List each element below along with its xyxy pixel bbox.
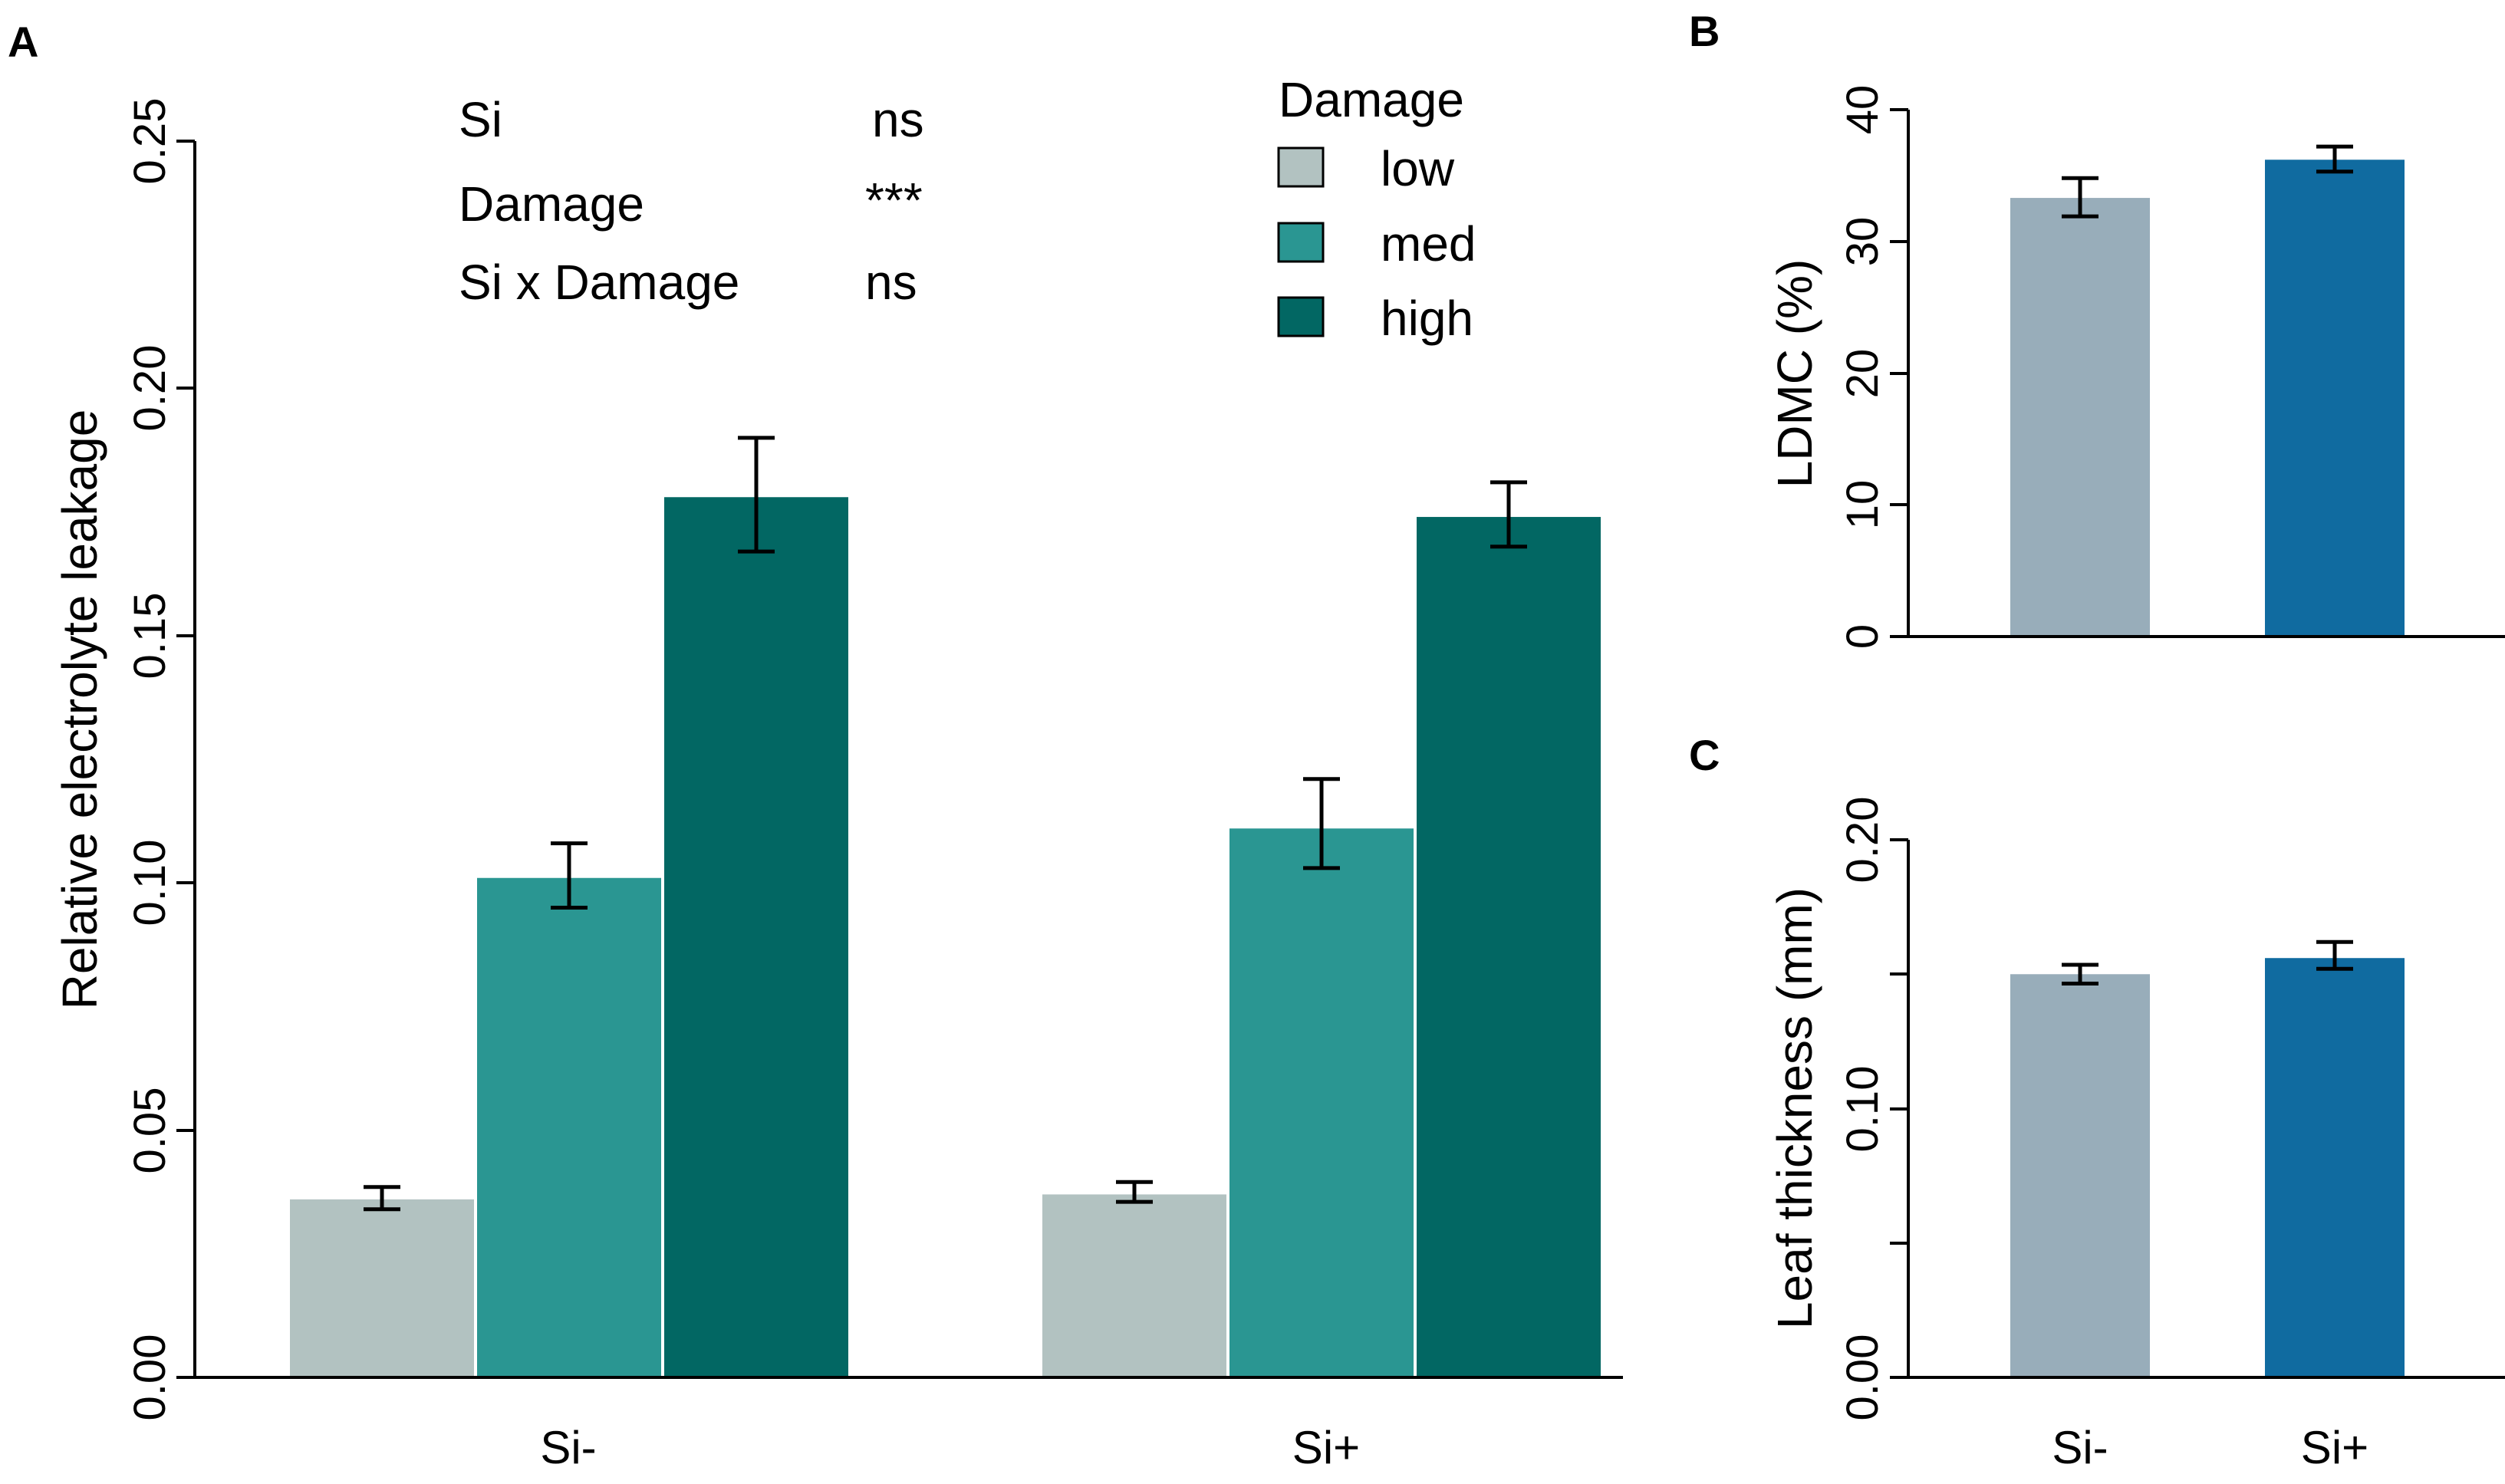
error-bar-high-si-minus [738,436,775,554]
bar-low-si-plus [1042,1194,1226,1377]
panel-a-y-axis-title: Relative electrolyte leakage [52,410,107,1010]
error-bar-med-si-minus [551,841,588,910]
c-category-label-si-plus: Si+ [2301,1422,2368,1473]
error-bar-high-si-plus [1490,480,1527,549]
legend-swatch-high [1277,296,1325,337]
b-tick-label-1: 10 [1838,480,1888,530]
legend-entry-med: med [1381,216,1476,271]
b-tick-label-3: 30 [1838,217,1888,267]
legend: Damage low med high [1277,72,1476,346]
legend-swatch-med [1277,222,1325,263]
panel-label-c: C [1689,731,1720,779]
panel-c-bars [2010,958,2405,1377]
panel-label-b: B [1689,7,1720,55]
legend-swatch-low [1277,146,1325,188]
legend-entry-low: low [1381,141,1455,196]
panel-c-error-bars [2062,939,2353,986]
panel-a-y-ticks: 0.00 0.05 0.10 0.15 0.20 0.25 [125,98,195,1421]
c-tick-label-0: 0.00 [1838,1334,1888,1421]
stats-annotation: Si ns Damage *** Si x Damage ns [459,92,924,310]
panel-c-bar-si-plus [2265,958,2405,1377]
panel-a-chart: 0.00 0.05 0.10 0.15 0.20 0.25 Relative e… [52,72,1623,1473]
error-bar-low-si-minus [364,1185,400,1212]
c-tick-label-2: 0.10 [1838,1066,1888,1153]
stats-result-damage: *** [865,173,923,228]
a-category-label-si-plus: Si+ [1292,1422,1360,1473]
panel-c-error-bar-si-plus [2316,939,2353,971]
a-tick-label-1: 0.05 [125,1087,175,1174]
a-tick-label-4: 0.20 [125,345,175,432]
a-tick-label-0: 0.00 [125,1334,175,1421]
panel-b-error-bar-si-plus [2316,144,2353,174]
panel-b-y-axis-title: LDMC (%) [1767,259,1822,489]
a-category-label-si-minus: Si- [540,1422,596,1473]
bar-med-si-plus [1229,828,1414,1377]
panel-b-error-bar-si-minus [2062,176,2098,219]
bar-high-si-minus [664,497,848,1377]
b-tick-label-4: 40 [1838,85,1888,135]
panel-b-error-bars [2062,144,2353,219]
a-tick-label-3: 0.15 [125,593,175,679]
panel-b-bar-si-minus [2010,198,2150,637]
panel-b-bar-si-plus [2265,160,2405,637]
bar-low-si-minus [290,1199,474,1377]
legend-entry-high: high [1381,291,1473,346]
legend-title: Damage [1279,72,1464,127]
error-bar-low-si-plus [1116,1180,1153,1204]
stats-result-interaction: ns [865,255,917,310]
bar-med-si-minus [477,877,661,1377]
stats-term-damage: Damage [459,176,644,232]
error-bar-med-si-plus [1303,777,1340,870]
panel-b-chart: 0 10 20 30 40 LDMC (%) [1767,85,2505,649]
stats-term-si: Si [459,92,502,147]
stats-term-interaction: Si x Damage [459,255,739,310]
panel-a-error-bars [364,436,1527,1212]
panel-label-a: A [8,18,38,66]
panel-c-y-axis-title: Leaf thickness (mm) [1767,887,1822,1329]
c-category-label-si-minus: Si- [2052,1422,2108,1473]
a-tick-label-2: 0.10 [125,840,175,926]
bar-high-si-plus [1417,517,1601,1377]
panel-c-error-bar-si-minus [2062,962,2098,986]
b-tick-label-0: 0 [1838,624,1888,649]
panel-c-chart: 0.00 0.10 0.20 Leaf thickness (mm) Si- S… [1767,797,2505,1473]
stats-result-si: ns [872,92,924,147]
a-tick-label-5: 0.25 [125,98,175,185]
panel-b-bars [2010,160,2405,637]
c-tick-label-4: 0.20 [1838,797,1888,883]
b-tick-label-2: 20 [1838,349,1888,399]
panel-c-bar-si-minus [2010,974,2150,1377]
panel-a-bars [290,497,1601,1377]
